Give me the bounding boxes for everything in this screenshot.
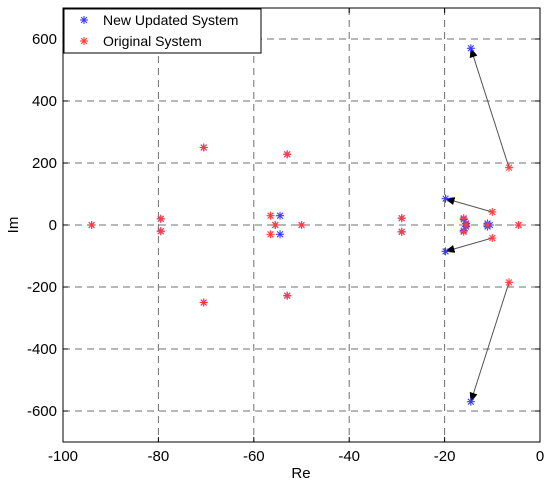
y-tick-label: 0 bbox=[49, 217, 57, 234]
data-point bbox=[462, 221, 471, 229]
legend-label-new-updated-system: New Updated System bbox=[103, 12, 238, 28]
legend-marker-original-system bbox=[80, 37, 88, 45]
data-point bbox=[441, 247, 450, 256]
series-1 bbox=[87, 143, 523, 307]
data-point bbox=[397, 227, 406, 236]
data-point bbox=[488, 234, 497, 243]
legend-label-original-system: Original System bbox=[103, 33, 202, 49]
legend-box bbox=[63, 8, 262, 54]
x-tick-label: -60 bbox=[243, 448, 265, 465]
x-tick-label: -40 bbox=[338, 448, 360, 465]
arrows bbox=[444, 47, 510, 403]
x-tick-label: -20 bbox=[434, 448, 456, 465]
y-tick-label: -600 bbox=[27, 403, 57, 420]
data-point bbox=[156, 227, 165, 236]
x-axis-label: Re bbox=[291, 465, 310, 482]
arrow bbox=[469, 282, 510, 403]
data-point bbox=[199, 298, 208, 307]
x-tick-label: -80 bbox=[148, 448, 170, 465]
data-point bbox=[87, 221, 96, 229]
arrow bbox=[444, 197, 493, 213]
data-point bbox=[397, 214, 406, 223]
data-point bbox=[459, 227, 468, 236]
legend-marker bbox=[80, 37, 88, 45]
legend-marker bbox=[80, 16, 88, 24]
y-tick-label: -400 bbox=[27, 341, 57, 358]
y-tick-label: -200 bbox=[27, 279, 57, 296]
y-tick-label: 600 bbox=[32, 31, 57, 48]
y-tick-label: 400 bbox=[32, 93, 57, 110]
y-axis-label: Im bbox=[5, 217, 22, 234]
data-point bbox=[466, 397, 475, 406]
data-point bbox=[283, 291, 292, 300]
arrow bbox=[469, 47, 510, 168]
data-point bbox=[156, 214, 165, 223]
data-point bbox=[199, 143, 208, 152]
data-point bbox=[271, 221, 280, 229]
data-point bbox=[297, 221, 306, 229]
data-point bbox=[459, 214, 468, 223]
x-ticks: -100 -80 -60 -40 -20 0 bbox=[48, 8, 544, 465]
data-point bbox=[466, 44, 475, 53]
legend: New Updated System Original System bbox=[63, 8, 262, 54]
data-points bbox=[87, 44, 523, 406]
grid bbox=[63, 8, 540, 442]
data-point bbox=[266, 211, 275, 220]
arrow bbox=[444, 237, 493, 253]
data-point bbox=[488, 207, 497, 216]
legend-marker-new-updated-system bbox=[80, 16, 88, 24]
x-tick-label: 0 bbox=[536, 448, 544, 465]
x-tick-label: -100 bbox=[48, 448, 78, 465]
data-point bbox=[266, 230, 275, 239]
data-point bbox=[441, 194, 450, 203]
y-ticks: -600 -400 -200 0 200 400 600 bbox=[27, 31, 540, 420]
data-point bbox=[514, 221, 523, 229]
data-point bbox=[483, 221, 492, 229]
data-point bbox=[276, 211, 285, 220]
data-point bbox=[276, 230, 285, 239]
y-tick-label: 200 bbox=[32, 155, 57, 172]
data-point bbox=[504, 278, 513, 287]
data-point bbox=[504, 163, 513, 172]
data-point bbox=[283, 150, 292, 159]
